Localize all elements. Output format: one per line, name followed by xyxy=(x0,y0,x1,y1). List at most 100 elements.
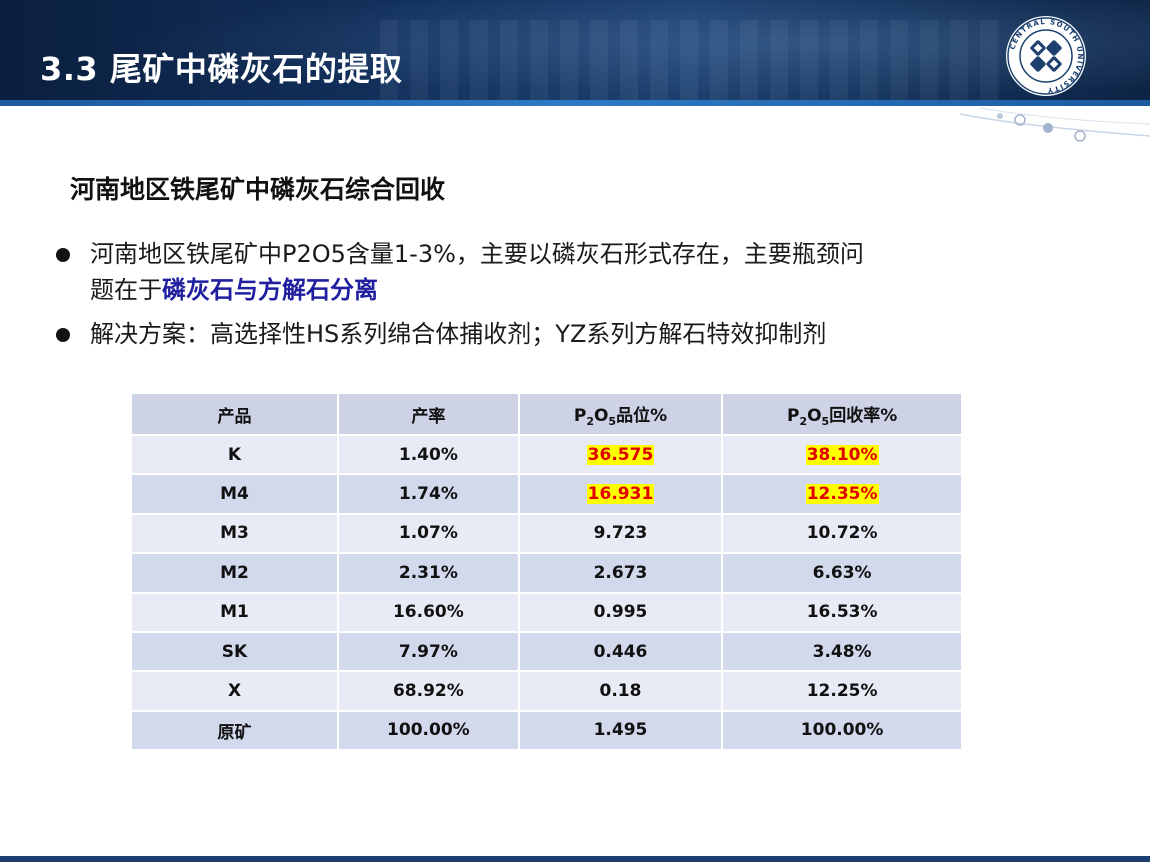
cell-product: M3 xyxy=(132,514,339,555)
cell-grade-value: 16.931 xyxy=(586,484,655,505)
cell-yield-value: 1.40% xyxy=(398,444,458,465)
header-rec-rest: 回收率% xyxy=(829,405,898,426)
cell-recovery: 3.48% xyxy=(723,632,963,673)
cell-grade-value: 0.446 xyxy=(593,641,648,662)
banner-accent-band xyxy=(0,100,1150,106)
cell-product-value: 原矿 xyxy=(217,722,252,743)
cell-product: K xyxy=(132,436,339,476)
cell-product: 原矿 xyxy=(132,711,339,752)
cell-product: SK xyxy=(132,632,339,673)
cell-grade-value: 0.995 xyxy=(593,602,648,623)
cell-grade: 9.723 xyxy=(519,514,724,555)
cell-yield: 7.97% xyxy=(339,632,520,673)
header-product: 产品 xyxy=(132,394,339,436)
header-recovery: P2O5回收率% xyxy=(723,394,963,436)
bullet-2-text: 解决方案：高选择性HS系列绵合体捕收剂；YZ系列方解石特效抑制剂 xyxy=(90,320,827,348)
cell-yield-value: 68.92% xyxy=(392,681,464,702)
banner-haze xyxy=(0,0,1150,106)
cell-yield: 1.40% xyxy=(339,436,520,476)
cell-recovery: 38.10% xyxy=(723,436,963,476)
header-yield: 产率 xyxy=(339,394,520,436)
cell-grade: 16.931 xyxy=(519,475,724,515)
table-body: K 1.40% 36.575 38.10% M4 1.74% 16.931 12.35% M3 1… xyxy=(132,436,963,752)
cell-product: X xyxy=(132,672,339,712)
bullet-1-text: 河南地区铁尾矿中P2O5含量1-3%，主要以磷灰石形式存在，主要瓶颈问 题在于磷… xyxy=(90,236,1040,308)
cell-grade: 2.673 xyxy=(519,554,724,594)
cell-grade-value: 0.18 xyxy=(599,681,642,702)
results-table: 产品 产率 P2O5品位% P2O5回收率% K 1.40% 36.575 38.10… xyxy=(132,394,963,752)
header-grade: P2O5品位% xyxy=(519,394,724,436)
cell-product-value: M1 xyxy=(220,602,249,623)
cell-recovery-value: 6.63% xyxy=(812,562,872,583)
title-banner: 3.3 尾矿中磷灰石的提取 CENTRAL SOUTH UNIVERSITY xyxy=(0,0,1150,106)
cell-product-value: M3 xyxy=(220,523,249,544)
cell-yield: 16.60% xyxy=(339,593,520,633)
header-rec-p: P xyxy=(786,405,800,426)
cell-yield: 100.00% xyxy=(339,711,520,752)
footer-band xyxy=(0,856,1150,862)
cell-yield-value: 2.31% xyxy=(398,562,458,583)
cell-yield: 1.07% xyxy=(339,514,520,555)
cell-recovery: 16.53% xyxy=(723,593,963,633)
cell-grade-value: 36.575 xyxy=(586,444,655,465)
cell-grade: 0.18 xyxy=(519,672,724,712)
table-row: SK 7.97% 0.446 3.48% xyxy=(132,632,963,673)
bullet-dot-icon xyxy=(56,248,70,262)
cell-yield: 1.74% xyxy=(339,475,520,515)
cell-grade: 0.446 xyxy=(519,632,724,673)
cell-yield: 2.31% xyxy=(339,554,520,594)
section-heading: 河南地区铁尾矿中磷灰石综合回收 xyxy=(70,175,446,204)
cell-product-value: M4 xyxy=(220,484,249,505)
table-row: M3 1.07% 9.723 10.72% xyxy=(132,514,963,555)
slide-title: 3.3 尾矿中磷灰石的提取 xyxy=(40,50,403,88)
cell-recovery: 6.63% xyxy=(723,554,963,594)
cell-product-value: X xyxy=(227,681,242,702)
header-grade-sub2: 2 xyxy=(586,414,594,428)
cell-recovery-value: 3.48% xyxy=(812,641,872,662)
cell-recovery-value: 12.25% xyxy=(806,681,878,702)
cell-yield-value: 1.07% xyxy=(398,523,458,544)
bullet-1-emphasis: 磷灰石与方解石分离 xyxy=(162,276,378,304)
bullet-1-line1: 河南地区铁尾矿中P2O5含量1-3%，主要以磷灰石形式存在，主要瓶颈问 xyxy=(90,240,864,268)
header-grade-o: O xyxy=(593,405,609,426)
cell-recovery-value: 38.10% xyxy=(805,444,879,465)
cell-product-value: M2 xyxy=(220,562,249,583)
cell-yield: 68.92% xyxy=(339,672,520,712)
cell-recovery: 10.72% xyxy=(723,514,963,555)
cell-product: M4 xyxy=(132,475,339,515)
table-row: 原矿 100.00% 1.495 100.00% xyxy=(132,711,963,752)
header-grade-rest: 品位% xyxy=(616,405,668,426)
cell-recovery-value: 16.53% xyxy=(806,602,878,623)
cell-recovery: 100.00% xyxy=(723,711,963,752)
cell-grade: 1.495 xyxy=(519,711,724,752)
cell-recovery-value: 12.35% xyxy=(805,484,879,505)
cell-yield-value: 1.74% xyxy=(398,484,458,505)
cell-grade-value: 1.495 xyxy=(593,720,648,741)
bullet-1-line2-prefix: 题在于 xyxy=(90,276,162,304)
header-rec-sub5: 5 xyxy=(821,414,830,428)
cell-product: M1 xyxy=(132,593,339,633)
cell-grade: 0.995 xyxy=(519,593,724,633)
table-row: M1 16.60% 0.995 16.53% xyxy=(132,593,963,633)
cell-recovery-value: 100.00% xyxy=(800,720,884,741)
header-rec-sub2: 2 xyxy=(799,414,808,428)
table-row: M2 2.31% 2.673 6.63% xyxy=(132,554,963,594)
university-logo-icon: CENTRAL SOUTH UNIVERSITY xyxy=(1006,16,1086,96)
table-row: M4 1.74% 16.931 12.35% xyxy=(132,475,963,515)
table-row: X 68.92% 0.18 12.25% xyxy=(132,672,963,712)
cell-recovery: 12.25% xyxy=(723,672,963,712)
campus-skyline-background xyxy=(380,20,1000,106)
header-grade-p: P xyxy=(573,405,587,426)
table-row: K 1.40% 36.575 38.10% xyxy=(132,436,963,476)
cell-grade: 36.575 xyxy=(519,436,724,476)
cell-grade-value: 2.673 xyxy=(593,562,648,583)
header-grade-sub5: 5 xyxy=(608,414,617,428)
cell-product-value: K xyxy=(227,444,242,465)
cell-recovery: 12.35% xyxy=(723,475,963,515)
cell-product-value: SK xyxy=(221,641,248,662)
cell-yield-value: 100.00% xyxy=(387,720,470,741)
table-header-row: 产品 产率 P2O5品位% P2O5回收率% xyxy=(132,394,963,436)
cell-yield-value: 7.97% xyxy=(398,641,458,662)
cell-grade-value: 9.723 xyxy=(593,523,648,544)
cell-product: M2 xyxy=(132,554,339,594)
